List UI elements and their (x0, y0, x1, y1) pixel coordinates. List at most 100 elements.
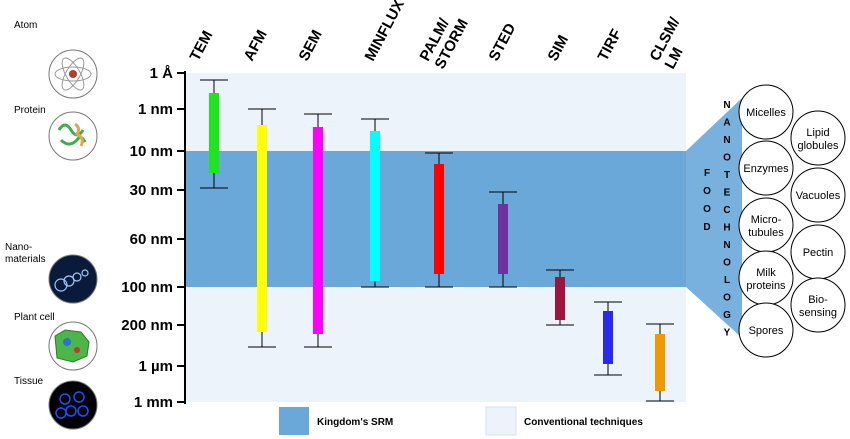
bubble-label-line: Spores (749, 325, 784, 337)
tech-label-line: SIM (545, 32, 573, 64)
series-sem (304, 113, 332, 348)
protein-ribbon (74, 122, 84, 147)
tech-label-sem: SEM (296, 27, 326, 64)
plant-cell-body (54, 329, 90, 363)
tissue-cell (73, 391, 85, 403)
bubble-label-line: Milk (756, 267, 776, 279)
series-tem (200, 79, 228, 189)
tech-label-tirf: TIRF (595, 26, 626, 63)
bubble-label: Micro-tubules (748, 214, 784, 239)
bubble-enzymes: Enzymes (738, 140, 794, 196)
tech-label-line: AFM (241, 27, 271, 64)
bar-tem (209, 93, 219, 173)
left-label-line: materials (5, 254, 46, 265)
nanotech-letter: H (723, 223, 730, 234)
nano-ring (63, 275, 75, 287)
nanotech-letter: O (723, 153, 731, 164)
bubble-circle (738, 84, 794, 140)
bubble-label: Lipid globules (798, 127, 839, 152)
food-letter: D (703, 222, 710, 233)
bubble-label-line: Enzymes (743, 163, 789, 175)
tissue-icon (48, 380, 98, 430)
nanotech-letter: A (723, 118, 730, 129)
tissue-cell (77, 405, 89, 417)
bubble-circle (790, 277, 846, 333)
left-item-tissue: Tissue (14, 376, 98, 430)
bubble-spores: Spores (738, 302, 794, 358)
nanotech-letter: E (724, 188, 731, 199)
atom-orbit (54, 66, 92, 82)
bubble-circle (790, 110, 846, 166)
food-letter: O (703, 204, 711, 215)
series-sim (546, 269, 574, 326)
bubble-label: Vacuoles (796, 190, 841, 202)
left-label: Tissue (14, 376, 44, 387)
y-tick-label: 200 nm (121, 317, 173, 334)
bar-clsm-lm (655, 334, 665, 391)
bubble-milk-proteins: Milk proteins (738, 250, 794, 306)
atom-nucleus (69, 70, 77, 78)
bubble-label: Spores (749, 325, 784, 337)
nanotech-letter: G (723, 310, 731, 321)
series-afm (248, 108, 276, 348)
bubble-label-line: globules (798, 140, 839, 152)
tech-label-line: TIRF (595, 26, 626, 63)
bubble-label-line: Micelles (746, 107, 786, 119)
left-label: Nano-materials (5, 242, 46, 265)
nanotech-letter: N (723, 100, 730, 111)
left-item-nano-materials: Nano-materials (5, 242, 98, 304)
nanotech-letter: N (723, 240, 730, 251)
y-tick-label: 1 nm (138, 101, 173, 118)
cell-organelle (74, 347, 80, 353)
bubble-label-line: Lipid (806, 127, 829, 139)
bubble-label-line: Pectin (803, 247, 834, 259)
bubble-label: Bio-sensing (799, 294, 837, 319)
tech-label-afm: AFM (241, 27, 271, 64)
tech-label-line: MINFLUX (362, 0, 408, 64)
tech-label-minflux: MINFLUX (362, 0, 408, 64)
tech-label-line: SEM (296, 27, 326, 64)
bubble-circle (738, 140, 794, 196)
y-tick-label: 1 mm (134, 394, 173, 411)
nanotech-letter: T (724, 170, 730, 181)
tech-label-tem: TEM (187, 28, 217, 64)
atom-orbit (61, 57, 85, 91)
legend-item-kingdom-s-srm: Kingdom's SRM (279, 407, 393, 435)
left-label-line: Tissue (14, 376, 44, 387)
y-tick-label: 30 nm (130, 182, 173, 199)
bubble-label: Milk proteins (746, 267, 786, 292)
bar-palm-storm (434, 164, 444, 274)
bubble-lipid-globules: Lipid globules (790, 110, 846, 166)
bubble-circle (790, 167, 846, 223)
cell-organelle (63, 338, 71, 346)
bubble-label-line: Micro- (751, 214, 782, 226)
left-label-line: Atom (14, 20, 37, 31)
left-label: Atom (14, 20, 37, 31)
series-clsm-lm (646, 323, 674, 402)
left-item-protein: Protein (14, 105, 98, 161)
bubble-label: Micelles (746, 107, 786, 119)
bubble-label-line: sensing (799, 307, 837, 319)
bar-sted (498, 204, 508, 274)
bubble-bio-sensing: Bio-sensing (790, 277, 846, 333)
legend-swatch (279, 407, 309, 435)
tech-label-line: STED (486, 20, 520, 63)
bubble-vacuoles: Vacuoles (790, 167, 846, 223)
bubble-label: Enzymes (743, 163, 789, 175)
tech-label-line: TEM (187, 28, 217, 64)
funnel-wedge (686, 98, 742, 338)
bubble-pectin: Pectin (790, 224, 846, 280)
food-letter: F (704, 168, 710, 179)
bar-tirf (603, 311, 613, 364)
left-label-line: Protein (14, 105, 46, 116)
left-label-line: Plant cell (14, 312, 55, 323)
tech-label-sted: STED (486, 20, 520, 63)
left-item-atom: Atom (14, 20, 98, 99)
left-label-line: Nano- (5, 242, 32, 253)
tissue-cell (59, 393, 71, 405)
bubble-micelles: Micelles (738, 84, 794, 140)
bar-sim (555, 277, 565, 320)
series-sted (489, 191, 517, 288)
nanotech-letter: N (723, 135, 730, 146)
